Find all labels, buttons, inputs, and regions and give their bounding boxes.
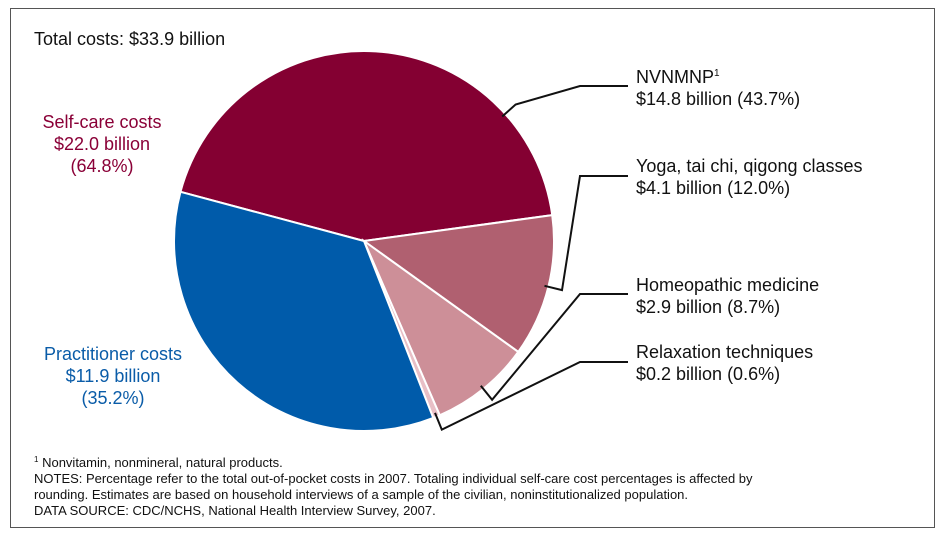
slice-label-yoga: Yoga, tai chi, qigong classes $4.1 billi… — [636, 155, 863, 199]
notes-line-2: rounding. Estimates are based on househo… — [34, 487, 689, 502]
self-care-label-percent: (64.8%) — [70, 156, 134, 176]
slice-label-yoga-name: Yoga, tai chi, qigong classes — [636, 156, 863, 176]
leader-yoga — [544, 175, 628, 292]
slice-label-homeopathic: Homeopathic medicine $2.9 billion (8.7%) — [636, 274, 819, 318]
chart-notes: 1 Nonvitamin, nonmineral, natural produc… — [34, 455, 929, 519]
leader-nvnmnp — [501, 85, 628, 118]
footnote-marker: 1 — [714, 68, 720, 79]
self-care-label: Self-care costs $22.0 billion (64.8%) — [22, 111, 182, 177]
chart-title: Total costs: $33.9 billion — [34, 29, 226, 49]
slice-label-relaxation-name: Relaxation techniques — [636, 342, 814, 362]
self-care-label-name: Self-care costs — [42, 112, 162, 132]
footnote-number: 1 — [34, 455, 39, 464]
practitioner-label: Practitioner costs $11.9 billion (35.2%) — [28, 343, 198, 409]
self-care-label-value: $22.0 billion — [53, 134, 151, 154]
slice-label-homeopathic-name: Homeopathic medicine — [636, 275, 820, 295]
slice-label-nvnmnp: NVNMNP1 $14.8 billion (43.7%) — [636, 66, 800, 110]
notes-line-1: NOTES: Percentage refer to the total out… — [34, 471, 753, 486]
leader-relaxation — [434, 361, 628, 431]
slice-label-relaxation: Relaxation techniques $0.2 billion (0.6%… — [636, 341, 813, 385]
practitioner-label-value: $11.9 billion — [65, 366, 161, 386]
slice-label-nvnmnp-value: $14.8 billion (43.7%) — [636, 89, 801, 109]
data-source: DATA SOURCE: CDC/NCHS, National Health I… — [34, 503, 436, 518]
slice-practitioner — [173, 190, 435, 432]
slice-nvnmnp — [179, 49, 554, 243]
footnote-text: Nonvitamin, nonmineral, natural products… — [42, 455, 283, 470]
slice-label-yoga-value: $4.1 billion (12.0%) — [636, 178, 791, 198]
slice-label-homeopathic-value: $2.9 billion (8.7%) — [636, 297, 781, 317]
leader-homeopathic — [480, 293, 628, 402]
slice-label-relaxation-value: $0.2 billion (0.6%) — [636, 364, 781, 384]
practitioner-label-name: Practitioner costs — [43, 344, 183, 364]
practitioner-label-percent: (35.2%) — [81, 388, 145, 408]
slice-label-nvnmnp-name: NVNMNP — [636, 67, 715, 87]
